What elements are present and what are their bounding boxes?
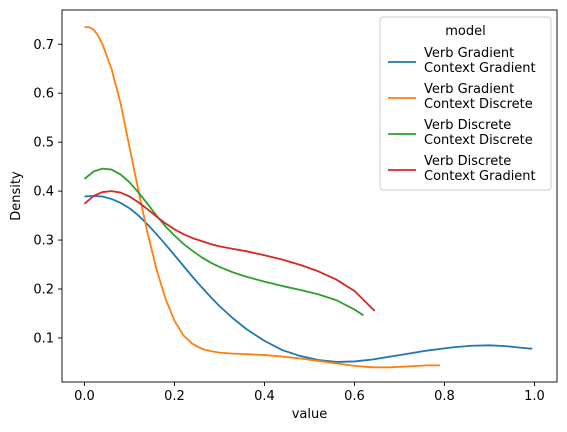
series-line-2 xyxy=(84,26,440,369)
series-line-1 xyxy=(84,195,533,363)
legend-box xyxy=(379,16,552,191)
legend-label-4: Verb Discrete Context Gradient xyxy=(424,154,536,184)
x-tick-label: 0.6 xyxy=(344,389,365,404)
y-axis-label: Density xyxy=(9,171,24,221)
y-tick-label: 0.4 xyxy=(33,185,54,200)
legend-label-3: Verb Discrete Context Discrete xyxy=(424,118,533,148)
y-tick-label: 0.5 xyxy=(33,136,54,151)
plot-frame xyxy=(61,9,558,383)
x-axis-label: value xyxy=(292,407,328,422)
x-tick-label: 0.2 xyxy=(164,389,185,404)
y-tick-label: 0.3 xyxy=(33,234,54,249)
y-tick-label: 0.1 xyxy=(33,331,54,346)
legend-title: model xyxy=(445,24,485,39)
y-tick-label: 0.7 xyxy=(33,38,54,53)
legend-label-1: Verb Gradient Context Gradient xyxy=(424,46,536,76)
legend: model Verb Gradient Context GradientVerb … xyxy=(379,16,552,191)
x-axis-ticks: 0.0 0.2 0.4 0.6 0.8 1.0 xyxy=(74,382,545,404)
plot-area-border xyxy=(61,9,558,383)
x-tick-label: 1.0 xyxy=(524,389,545,404)
x-tick-label: 0.4 xyxy=(254,389,275,404)
y-axis-ticks: 0.1 0.2 0.3 0.4 0.5 0.6 0.7 xyxy=(33,38,62,346)
legend-items: Verb Gradient Context Gradient Verb Gradie… xyxy=(388,46,536,184)
y-tick-label: 0.2 xyxy=(33,283,54,298)
y-tick-label: 0.6 xyxy=(33,87,54,102)
x-tick-label: 0.0 xyxy=(74,389,95,404)
x-tick-label: 0.8 xyxy=(434,389,455,404)
series-layer xyxy=(83,26,533,369)
legend-label-2: Verb Gradient Context Discrete xyxy=(424,82,533,112)
series-line-3 xyxy=(83,167,364,317)
series-line-4 xyxy=(83,190,376,312)
